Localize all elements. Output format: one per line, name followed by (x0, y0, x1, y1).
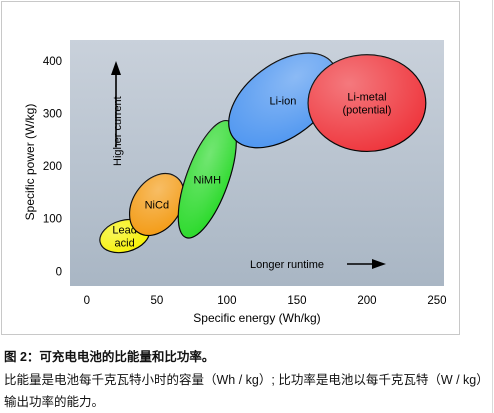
x-tick-label: 50 (150, 295, 163, 307)
higher-current-arrowhead (111, 61, 121, 75)
figure-caption-title: 图 2：可充电电池的比能量和比功率。 (4, 350, 215, 364)
figure-caption-body: 比能量是电池每千克瓦特小时的容量（Wh / kg）; 比功率是电池以每千克瓦特（… (4, 373, 489, 409)
x-axis-ticks: 0 50 100 150 200 250 (84, 295, 447, 307)
region-label: NiMH (194, 174, 222, 186)
longer-runtime-label: Longer runtime (250, 259, 324, 271)
y-tick-label: 300 (43, 109, 62, 121)
region-nimh: NiMH (177, 119, 237, 239)
y-axis-ticks: 0 100 200 300 400 (43, 56, 62, 278)
region-label: Li-metal (347, 92, 386, 104)
region-label: NiCd (145, 200, 169, 212)
y-axis-label: Specific power (W/kg) (23, 104, 37, 221)
region-label: (potential) (342, 105, 391, 117)
y-tick-label: 400 (43, 56, 62, 68)
region-highlight (308, 54, 426, 152)
region-nicd: NiCd (128, 173, 185, 237)
x-tick-label: 200 (357, 295, 376, 307)
x-tick-label: 0 (84, 295, 90, 307)
y-tick-label: 0 (56, 266, 62, 278)
x-tick-label: 100 (217, 295, 236, 307)
x-tick-label: 150 (287, 295, 306, 307)
longer-runtime-annotation: Longer runtime (250, 259, 386, 271)
x-axis-label: Specific energy (Wh/kg) (193, 311, 320, 325)
region-highlight (129, 173, 185, 236)
y-tick-label: 100 (43, 214, 62, 226)
region-highlight (178, 120, 237, 239)
page-edge-rule (492, 0, 493, 413)
region-li-metal-potential: Li-metal(potential) (307, 54, 427, 153)
figure-frame: Lead acid NiCd NiMH Li-ion Li-metal (potential… (1, 1, 460, 335)
region-label: Li-ion (269, 95, 296, 107)
region-highlight (228, 53, 338, 148)
higher-current-annotation: Higher current (111, 61, 124, 166)
y-tick-label: 200 (43, 161, 62, 173)
longer-runtime-arrowhead (372, 259, 386, 269)
region-label: Lead (112, 225, 136, 237)
higher-current-label: Higher current (112, 96, 124, 166)
region-li-ion: Li-ion (228, 52, 338, 149)
x-tick-label: 250 (427, 295, 446, 307)
region-label: acid (115, 238, 135, 250)
